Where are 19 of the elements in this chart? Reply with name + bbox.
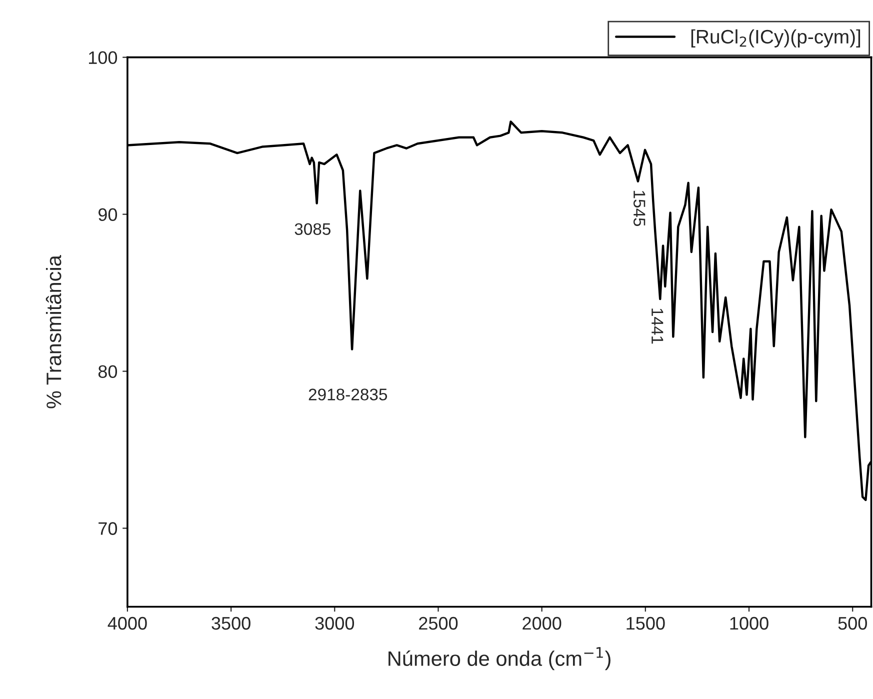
y-tick-label: 90 (98, 208, 118, 222)
annotation: 2918-2835 (308, 388, 388, 400)
x-tick-label: 3500 (212, 616, 250, 630)
y-tick-label: 70 (98, 522, 118, 535)
annotation: 1545 (633, 190, 646, 226)
x-tick-label: 1000 (730, 616, 768, 630)
y-tick-label: 100 (88, 51, 118, 64)
x-tick-label: 3000 (315, 616, 354, 630)
legend-label: [RuCl$_{2}$(ICy)(p-cym)] (691, 29, 860, 48)
y-tick-label: 80 (98, 365, 118, 378)
x-tick-label: 1500 (626, 616, 665, 630)
x-tick-label: 500 (838, 616, 867, 630)
x-tick-label: 4000 (108, 616, 147, 630)
x-axis-title: Número de onda (cm$^{−1}$) (388, 647, 610, 670)
y-axis-title: % Transmitância (46, 255, 62, 408)
annotation: 3085 (294, 223, 330, 235)
annotation: 1441 (652, 308, 664, 344)
x-tick-label: 2000 (522, 616, 562, 630)
x-tick-label: 2500 (419, 616, 458, 630)
